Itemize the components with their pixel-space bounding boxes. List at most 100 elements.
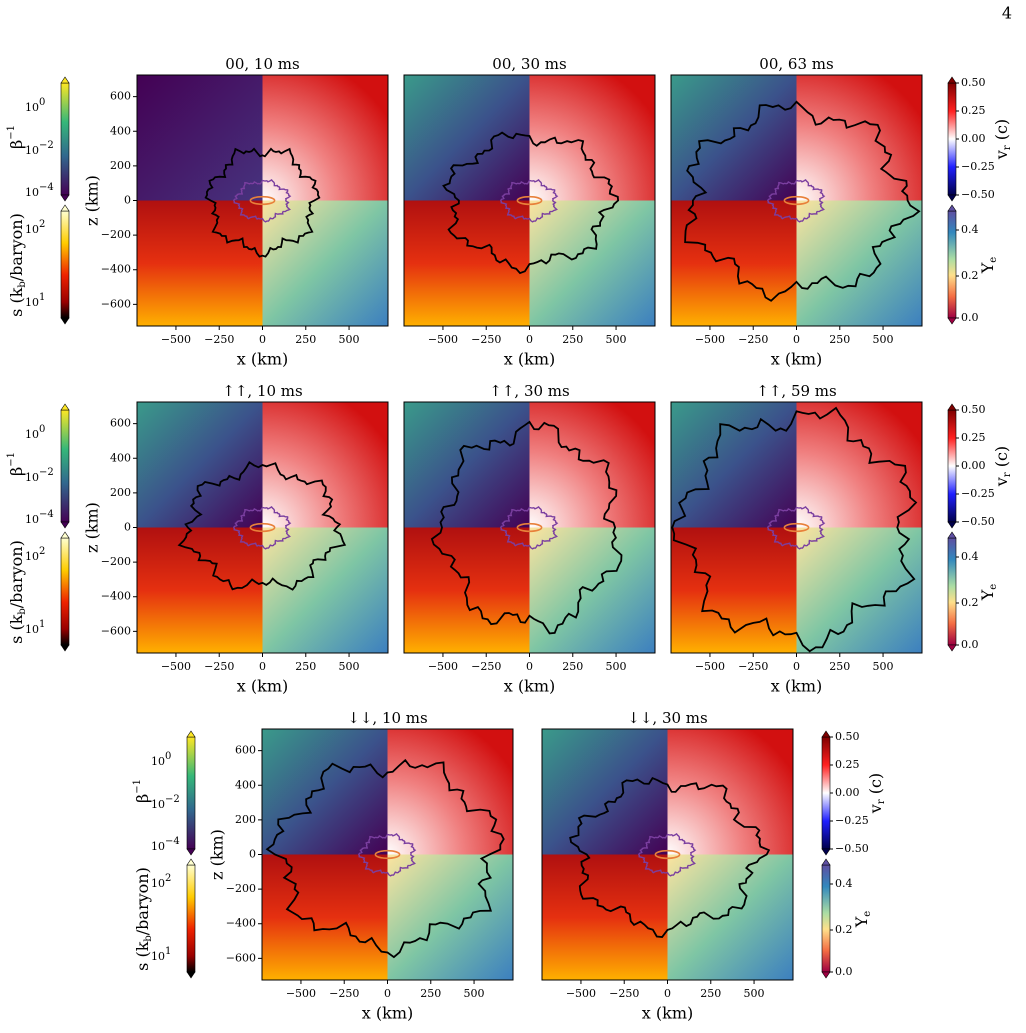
x-tick-label: −500 <box>566 987 596 1000</box>
colorbar-tick-label: 0.50 <box>835 730 860 743</box>
colorbar-tick-label: 100 <box>25 97 45 114</box>
colorbar-tick-label-part: −4 <box>39 182 54 193</box>
colorbar <box>60 82 70 196</box>
disk-contour <box>374 849 401 860</box>
colorbar-label-part: (c) <box>866 773 885 800</box>
disk-contour <box>516 522 543 533</box>
colorbar <box>186 864 196 973</box>
x-tick-label: −500 <box>695 660 725 673</box>
z-tick-label: −400 <box>226 917 256 930</box>
shock-contour <box>204 147 321 258</box>
disk-contour <box>249 522 276 533</box>
colorbar-tick-label: 101 <box>25 292 45 309</box>
z-tick-label: −600 <box>101 624 131 637</box>
colorbar-tick-label-part: −2 <box>165 794 180 805</box>
colorbar-label: s (kb/baryon) <box>7 213 29 317</box>
x-tick-label: 500 <box>339 660 360 673</box>
quadrant-vr <box>529 75 655 201</box>
colorbar-label-part: b <box>143 935 154 941</box>
x-tick-label: 0 <box>793 333 800 346</box>
panel-title: 00, 30 ms <box>492 55 566 73</box>
colorbar-label-part: e <box>988 584 999 590</box>
colorbar <box>947 537 957 646</box>
colorbar-label: β−1 <box>132 779 152 803</box>
z-tick-label: 600 <box>235 744 256 757</box>
colorbar-label-part: β <box>133 794 152 803</box>
z-tick-label: 0 <box>249 848 256 861</box>
colorbar-tick-label-part: 10 <box>25 623 39 636</box>
colorbar-arrow <box>60 403 70 411</box>
x-tick-label: 500 <box>606 660 627 673</box>
inner-contour <box>638 832 697 877</box>
colorbar-arrow <box>947 521 957 529</box>
colorbar-tick-label: 0.50 <box>961 403 986 416</box>
z-tick-label: −400 <box>101 263 131 276</box>
colorbar-arrow <box>947 317 957 325</box>
colorbar-tick-label-part: −2 <box>39 140 54 151</box>
colorbar-label-part: −1 <box>6 452 17 467</box>
x-tick-label: 250 <box>829 660 850 673</box>
colorbar-label: β−1 <box>6 452 26 476</box>
z-tick-label: 200 <box>235 813 256 826</box>
colorbar-tick-label-part: 10 <box>25 144 39 157</box>
colorbar-arrow <box>60 76 70 84</box>
colorbar-tick-label: −0.25 <box>961 160 995 173</box>
x-tick-label: −500 <box>161 660 191 673</box>
colorbar-label-part: e <box>988 257 999 263</box>
colorbar-label-part: b <box>17 608 28 614</box>
quadrant-entropy <box>404 200 530 326</box>
colorbar-tick-label: 0.00 <box>961 459 986 472</box>
colorbar-tick-label: 102 <box>151 873 171 890</box>
inner-contour <box>233 178 292 223</box>
colorbar-tick-label: 101 <box>25 619 45 636</box>
colorbar-arrow <box>947 76 957 84</box>
colorbar-tick-label: 10−2 <box>151 794 180 811</box>
quadrant-beta <box>137 402 263 528</box>
colorbar-tick-label-part: 10 <box>25 101 39 114</box>
z-tick-label: −600 <box>101 297 131 310</box>
x-tick-label: 0 <box>259 660 266 673</box>
z-tick-label: 400 <box>110 124 131 137</box>
quadrant-beta <box>262 729 388 855</box>
colorbar-tick-label-part: 10 <box>25 186 39 199</box>
panel-title: ↓↓, 30 ms <box>627 709 707 727</box>
x-tick-label: 0 <box>384 987 391 1000</box>
colorbar-label-part: (c) <box>992 446 1011 473</box>
colorbar-label-part: β <box>7 467 26 476</box>
colorbar-label-part: s (k <box>7 614 26 644</box>
panel-title: ↑↑, 30 ms <box>489 382 569 400</box>
colorbar-arrow <box>947 644 957 652</box>
inner-contour <box>233 505 292 550</box>
x-tick-label: 250 <box>420 987 441 1000</box>
colorbar-label-part: e <box>862 911 873 917</box>
inner-contour <box>500 178 559 223</box>
colorbar-tick-label: 0.25 <box>835 758 860 771</box>
z-tick-label: 200 <box>110 486 131 499</box>
inner-contour <box>358 832 417 877</box>
x-tick-label: −250 <box>204 333 234 346</box>
z-axis-label: z (km) <box>208 829 227 880</box>
x-tick-label: −500 <box>695 333 725 346</box>
quadrant-entropy <box>137 200 263 326</box>
panel <box>137 402 388 653</box>
x-tick-label: −250 <box>204 660 234 673</box>
x-tick-label: −250 <box>738 333 768 346</box>
colorbar-label-part: −1 <box>132 779 143 794</box>
colorbar-arrow <box>60 194 70 202</box>
colorbar-arrow <box>947 403 957 411</box>
disk-contour <box>783 195 810 206</box>
panel-title: ↑↑, 10 ms <box>222 382 302 400</box>
z-tick-label: −200 <box>101 555 131 568</box>
quadrant-ye <box>529 200 655 326</box>
colorbar-tick-label: 102 <box>25 546 45 563</box>
colorbar-arrow <box>60 644 70 652</box>
colorbar-arrow <box>947 204 957 212</box>
colorbar <box>821 736 831 850</box>
x-axis-label: x (km) <box>362 1004 413 1023</box>
colorbar <box>947 210 957 319</box>
colorbar-label-part: r <box>876 799 887 804</box>
quadrant-ye <box>262 200 388 326</box>
colorbar-tick-label-part: 0 <box>165 751 171 762</box>
panel <box>542 729 793 980</box>
shock-contour <box>671 406 918 653</box>
